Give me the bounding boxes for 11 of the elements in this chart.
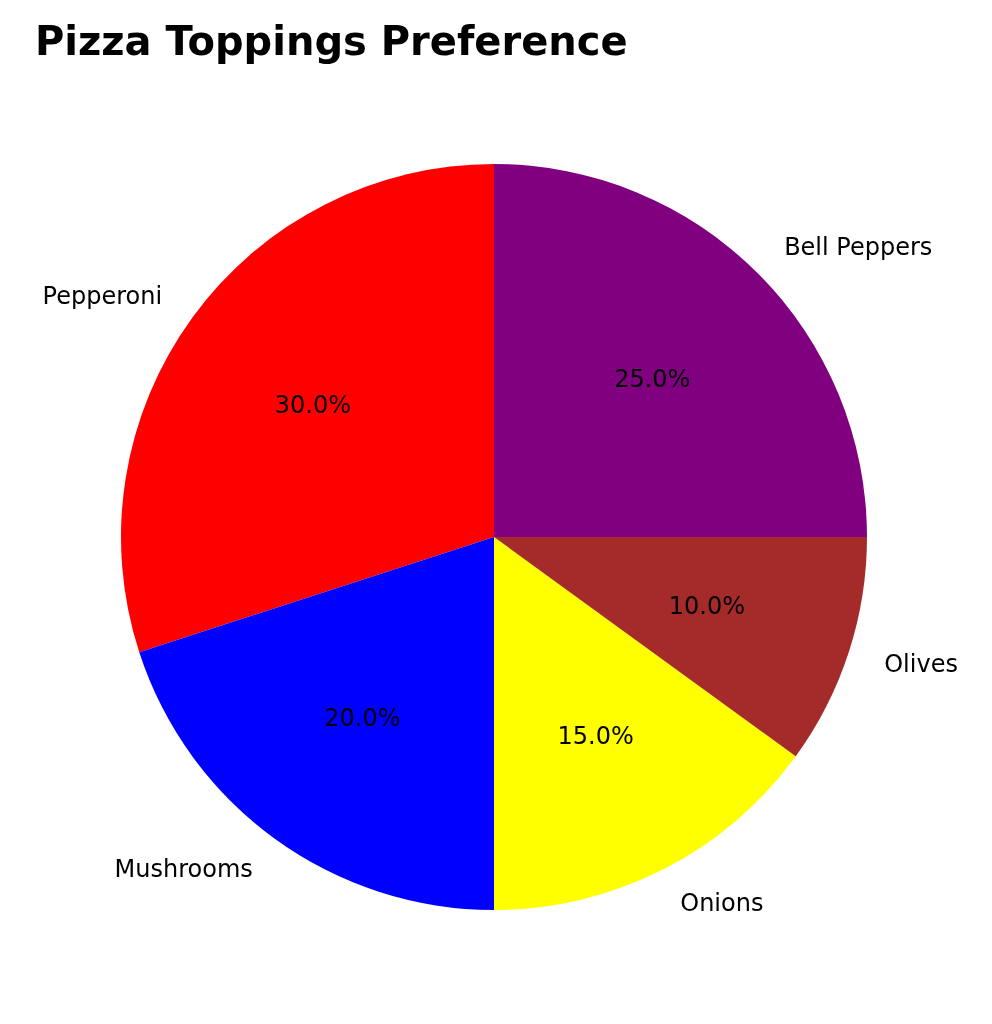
data-label: 20.0% — [324, 704, 401, 733]
slice-label: Onions — [680, 888, 764, 917]
data-label: 25.0% — [614, 364, 691, 393]
slice-label: Olives — [884, 649, 958, 678]
data-label: 10.0% — [668, 592, 745, 621]
slice-label: Pepperoni — [42, 281, 163, 310]
data-label: 30.0% — [274, 391, 352, 420]
slice-label: Mushrooms — [114, 854, 253, 883]
chart-title: Pizza Toppings Preference — [35, 18, 628, 64]
data-label: 15.0% — [557, 722, 634, 751]
slice-label: Bell Peppers — [784, 232, 933, 261]
